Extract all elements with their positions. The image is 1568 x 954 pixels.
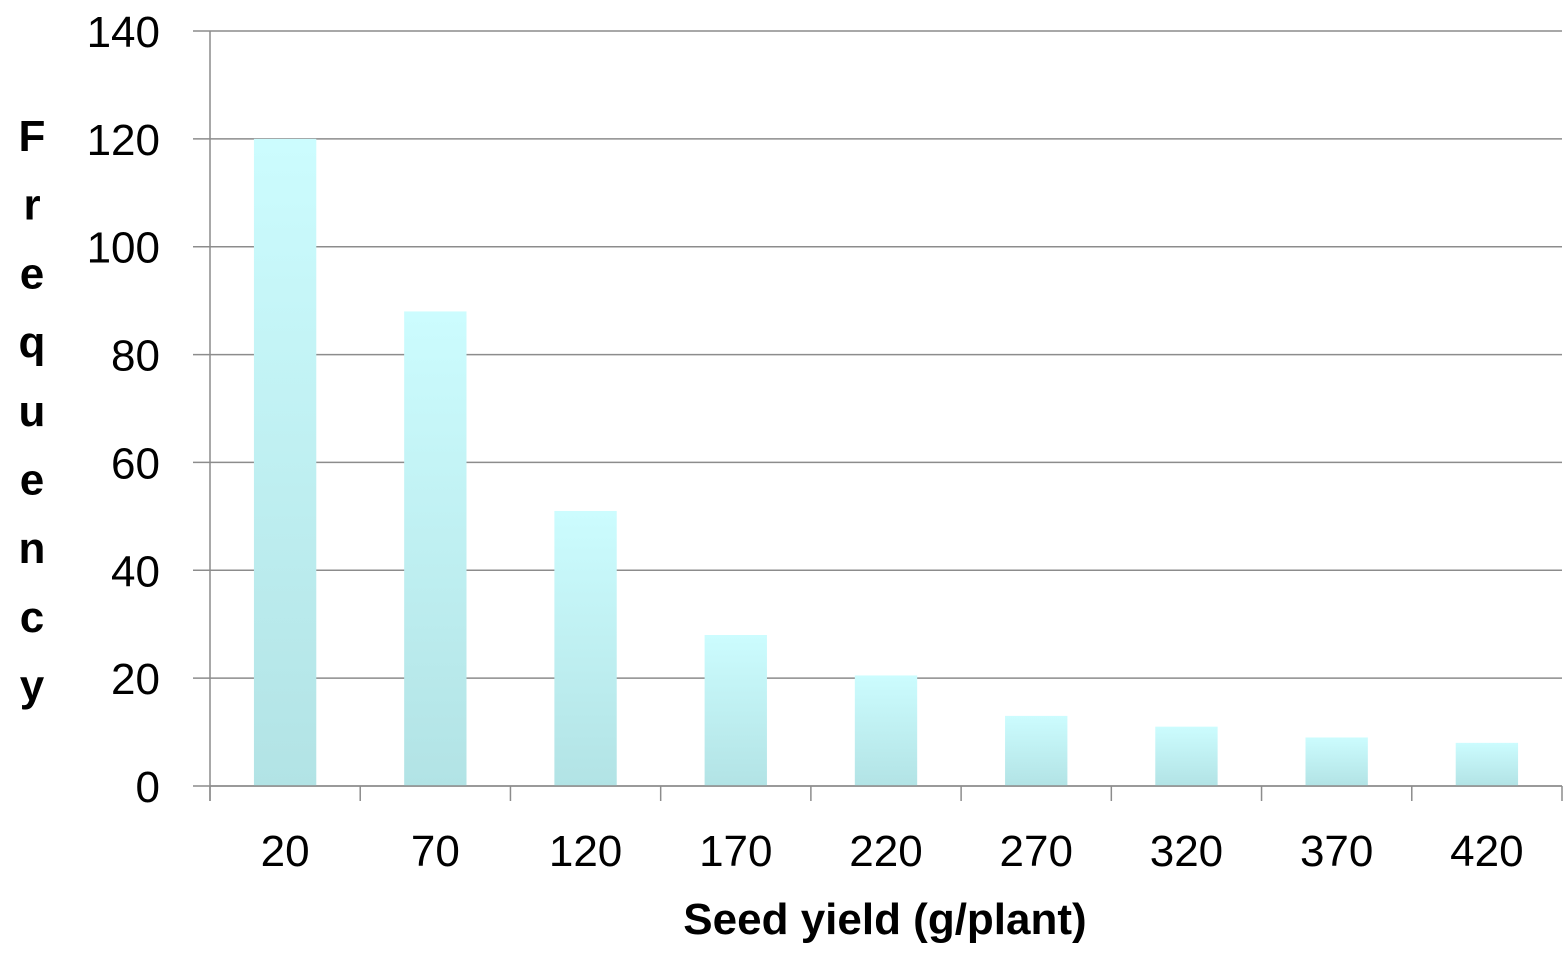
bar-270 [1005, 715, 1068, 786]
bar-170 [704, 635, 767, 786]
bar-420 [1455, 742, 1519, 786]
x-tick-label: 70 [411, 827, 460, 876]
x-tick-label: 120 [549, 827, 622, 876]
bar-120 [554, 510, 617, 786]
x-tick-labels: 20 70 120 170 220 270 320 370 420 [261, 827, 1524, 876]
bar-20 [253, 138, 317, 786]
bar-220 [854, 675, 918, 786]
bar-370 [1305, 737, 1368, 786]
y-tick-label: 100 [87, 224, 160, 273]
y-tick-label: 140 [87, 8, 160, 57]
axes [209, 31, 1563, 801]
bars [253, 138, 1519, 786]
y-tick-label: 120 [87, 116, 160, 165]
x-tick-label: 220 [849, 827, 922, 876]
x-tick-label: 370 [1300, 827, 1373, 876]
y-tick-label: 80 [111, 332, 160, 381]
y-tick-label: 0 [136, 763, 160, 812]
x-tick-label: 170 [699, 827, 772, 876]
y-tick-labels: 0 20 40 60 80 100 120 140 [87, 8, 160, 812]
y-tick-label: 60 [111, 439, 160, 488]
x-tick-label: 420 [1450, 827, 1523, 876]
x-tick-label: 20 [261, 827, 310, 876]
gridlines [193, 30, 1562, 787]
y-tick-label: 20 [111, 655, 160, 704]
x-axis-title: Seed yield (g/plant) [683, 895, 1086, 944]
x-tick-label: 320 [1150, 827, 1223, 876]
bar-70 [404, 311, 467, 786]
bar-320 [1155, 726, 1218, 786]
x-tick-label: 270 [1000, 827, 1073, 876]
y-tick-label: 40 [111, 547, 160, 596]
